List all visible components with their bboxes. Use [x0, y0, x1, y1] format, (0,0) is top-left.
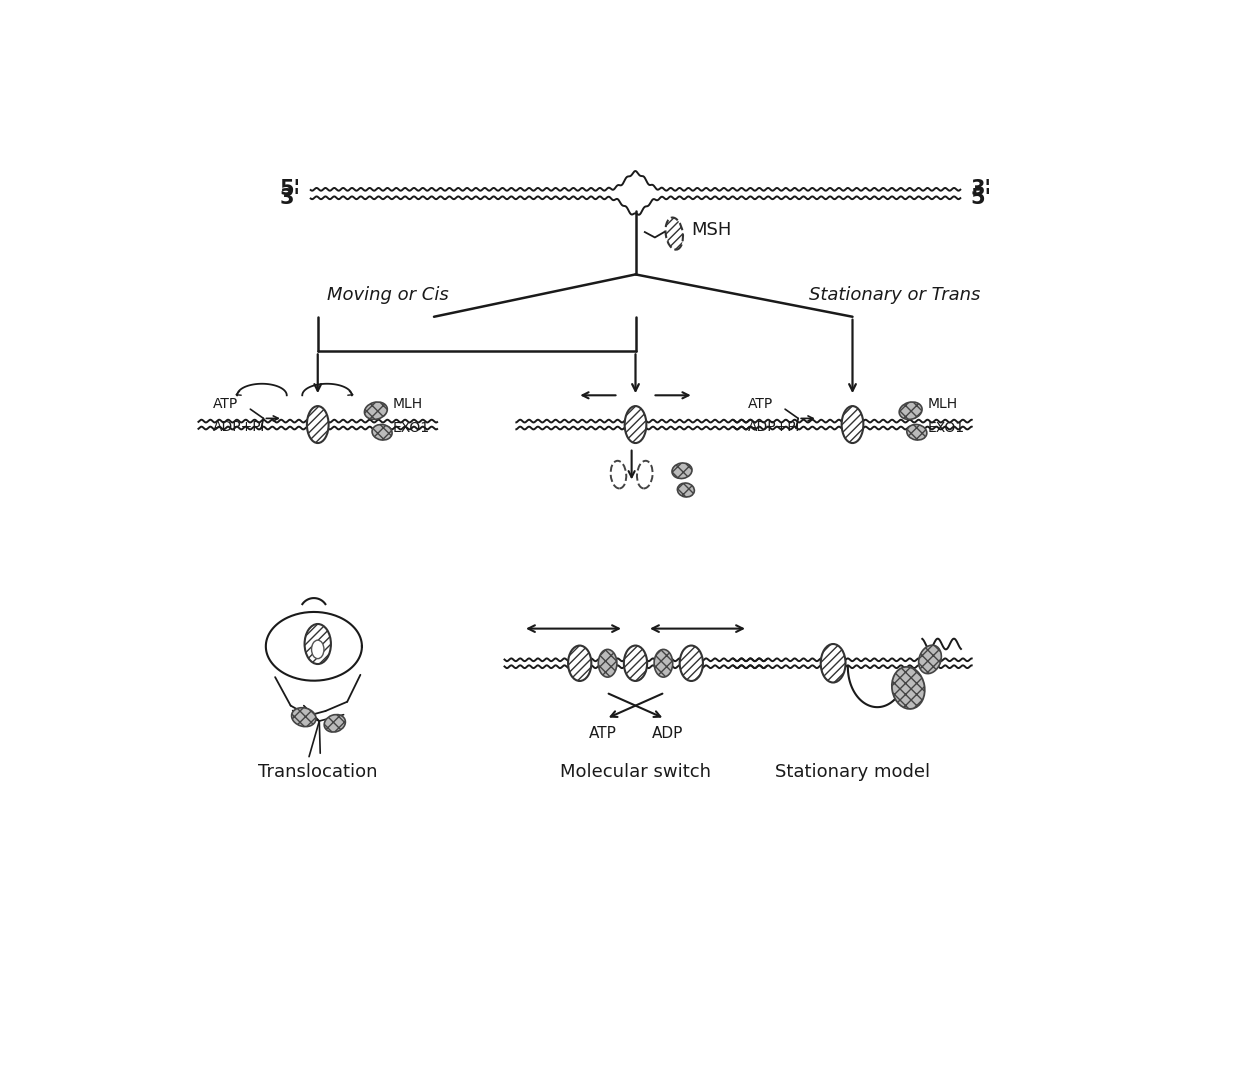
Text: 3': 3' — [280, 188, 300, 208]
Ellipse shape — [365, 402, 387, 420]
Text: Translocation: Translocation — [258, 764, 377, 782]
Text: Stationary or Trans: Stationary or Trans — [810, 286, 981, 304]
Text: Stationary model: Stationary model — [775, 764, 930, 782]
Ellipse shape — [899, 402, 923, 420]
Text: ADP: ADP — [652, 726, 683, 741]
Ellipse shape — [625, 406, 646, 444]
Text: MLH: MLH — [393, 396, 423, 410]
Text: ADP+Pi: ADP+Pi — [748, 420, 800, 434]
Ellipse shape — [655, 650, 672, 677]
Text: MSH: MSH — [692, 221, 732, 238]
Text: Molecular switch: Molecular switch — [560, 764, 711, 782]
Text: ATP: ATP — [213, 396, 238, 410]
Text: 5': 5' — [280, 179, 300, 199]
Text: ATP: ATP — [589, 726, 616, 741]
Ellipse shape — [610, 461, 626, 489]
Text: ATP: ATP — [748, 396, 773, 410]
Ellipse shape — [906, 424, 926, 440]
Text: EXO1: EXO1 — [393, 421, 430, 435]
Ellipse shape — [311, 640, 324, 658]
Ellipse shape — [919, 645, 941, 673]
Ellipse shape — [680, 645, 703, 681]
Ellipse shape — [598, 650, 616, 677]
Ellipse shape — [291, 708, 316, 727]
Text: ADP+Pi: ADP+Pi — [213, 420, 265, 434]
Ellipse shape — [306, 406, 329, 444]
Ellipse shape — [324, 714, 346, 732]
Ellipse shape — [637, 461, 652, 489]
Text: EXO1: EXO1 — [928, 421, 965, 435]
Ellipse shape — [568, 645, 591, 681]
Ellipse shape — [842, 406, 863, 444]
Ellipse shape — [677, 483, 694, 497]
Ellipse shape — [305, 624, 331, 664]
Ellipse shape — [624, 645, 647, 681]
Ellipse shape — [672, 463, 692, 479]
Text: 3': 3' — [970, 179, 991, 199]
Ellipse shape — [666, 218, 683, 249]
Text: Moving or Cis: Moving or Cis — [326, 286, 449, 304]
Text: 5': 5' — [970, 188, 991, 208]
Ellipse shape — [821, 644, 846, 682]
Text: MLH: MLH — [928, 396, 957, 410]
Ellipse shape — [372, 424, 392, 440]
Ellipse shape — [892, 667, 925, 709]
